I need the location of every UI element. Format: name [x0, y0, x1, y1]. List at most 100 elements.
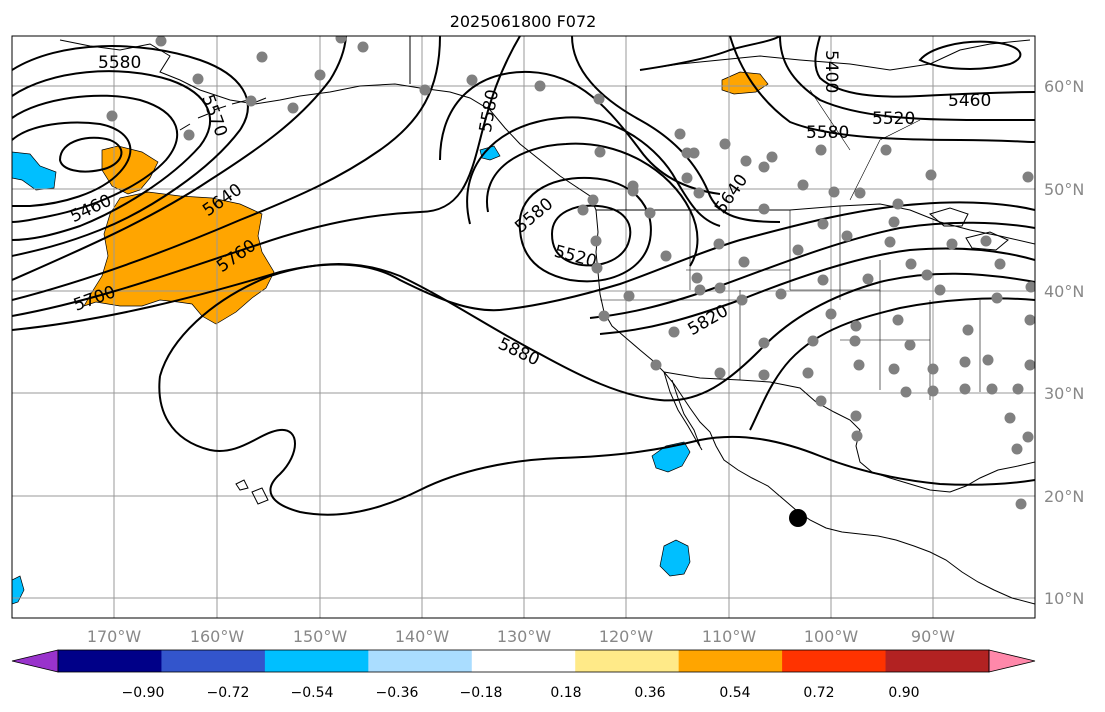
station-marker [713, 238, 725, 250]
map-frame [11, 35, 1036, 619]
station-marker [623, 290, 635, 302]
station-marker [590, 235, 602, 247]
station-marker [792, 244, 804, 256]
hudson-bay-coast [639, 39, 1031, 71]
station-marker [466, 74, 478, 86]
station-marker [738, 256, 750, 268]
contour-line [58, 136, 123, 173]
contour-line [518, 176, 652, 283]
colorbar-tick-label: −0.72 [207, 685, 250, 701]
contour-line [159, 263, 1035, 402]
coastlines [59, 36, 1035, 605]
station-marker [1025, 281, 1035, 293]
station-marker [817, 218, 829, 230]
station-marker [594, 146, 606, 158]
station-marker [1022, 431, 1034, 443]
colorbar-tick-label: 0.72 [803, 685, 834, 701]
station-marker [627, 185, 639, 197]
lon-label: 110°W [702, 627, 757, 646]
station-marker [828, 186, 840, 198]
station-marker [986, 383, 998, 395]
longitude-labels: 170°W 160°W 150°W 140°W 130°W 120°W 110°… [87, 627, 955, 646]
contour-line [466, 116, 721, 227]
contour-label: 5580 [98, 53, 141, 73]
station-markers [106, 36, 1035, 510]
colorbar-extension-low [11, 649, 59, 673]
station-marker [921, 269, 933, 281]
station-marker [892, 198, 904, 210]
contour-line [12, 36, 521, 317]
colorbar-segment [885, 650, 990, 672]
contour-line [439, 70, 721, 195]
station-marker [758, 369, 770, 381]
station-marker [335, 36, 347, 44]
contour-line [550, 204, 632, 267]
contour-line [814, 36, 1035, 98]
station-marker [888, 216, 900, 228]
station-marker [853, 359, 865, 371]
contour-line [12, 70, 211, 241]
station-marker [904, 339, 916, 351]
contour-label: 5580 [806, 123, 849, 143]
station-marker [815, 395, 827, 407]
station-marker [959, 383, 971, 395]
station-marker [927, 385, 939, 397]
station-marker [994, 258, 1006, 270]
station-marker [807, 335, 819, 347]
contour-label: 5520 [872, 109, 915, 129]
lon-label: 140°W [395, 627, 450, 646]
station-marker [736, 294, 748, 306]
colorbar-segment [58, 650, 162, 672]
station-marker [714, 367, 726, 379]
colorbar-tick-label: −0.18 [460, 685, 503, 701]
station-marker [419, 84, 431, 96]
lon-label: 100°W [804, 627, 859, 646]
station-marker [1012, 383, 1024, 395]
contour-line [729, 36, 1035, 143]
station-marker [598, 310, 610, 322]
station-marker [797, 179, 809, 191]
station-marker [1024, 359, 1035, 371]
station-marker [758, 203, 770, 215]
station-marker [900, 386, 912, 398]
station-marker [740, 155, 752, 167]
contour-line [158, 375, 1035, 516]
gulf-coast-coastline [815, 401, 1035, 493]
station-marker [946, 238, 958, 250]
station-marker [980, 235, 992, 247]
contour-line [12, 36, 441, 301]
lat-label: 10°N [1044, 589, 1084, 608]
lat-label: 60°N [1044, 77, 1084, 96]
colorbar-segment [264, 650, 369, 672]
colorbar-segment [782, 650, 887, 672]
station-marker [905, 258, 917, 270]
station-marker [959, 356, 971, 368]
alaska-coastline [59, 39, 597, 211]
station-marker [758, 161, 770, 173]
lon-label: 130°W [497, 627, 552, 646]
station-marker [925, 169, 937, 181]
station-marker [591, 262, 603, 274]
contour-line [499, 201, 1035, 311]
station-marker [674, 128, 686, 140]
figure-title: 2025061800 F072 [450, 12, 597, 31]
lon-label: 150°W [293, 627, 348, 646]
contour-line [589, 221, 1035, 319]
station-marker [1011, 443, 1023, 455]
station-marker [660, 250, 672, 262]
political-borders [600, 86, 981, 400]
station-marker [1022, 171, 1034, 183]
colorbar-segment [471, 650, 576, 672]
lat-label: 40°N [1044, 282, 1084, 301]
station-marker [1024, 314, 1035, 326]
colorbar-segment [575, 650, 680, 672]
contour-line [599, 247, 1035, 335]
station-marker [1004, 412, 1016, 424]
station-marker [892, 314, 904, 326]
colorbar-ticks: −0.90 −0.72 −0.54 −0.36 −0.18 0.18 0.36 … [122, 685, 920, 701]
station-marker [694, 284, 706, 296]
station-marker [815, 144, 827, 156]
contour-line [12, 36, 347, 281]
hawaii-islands [235, 479, 269, 505]
